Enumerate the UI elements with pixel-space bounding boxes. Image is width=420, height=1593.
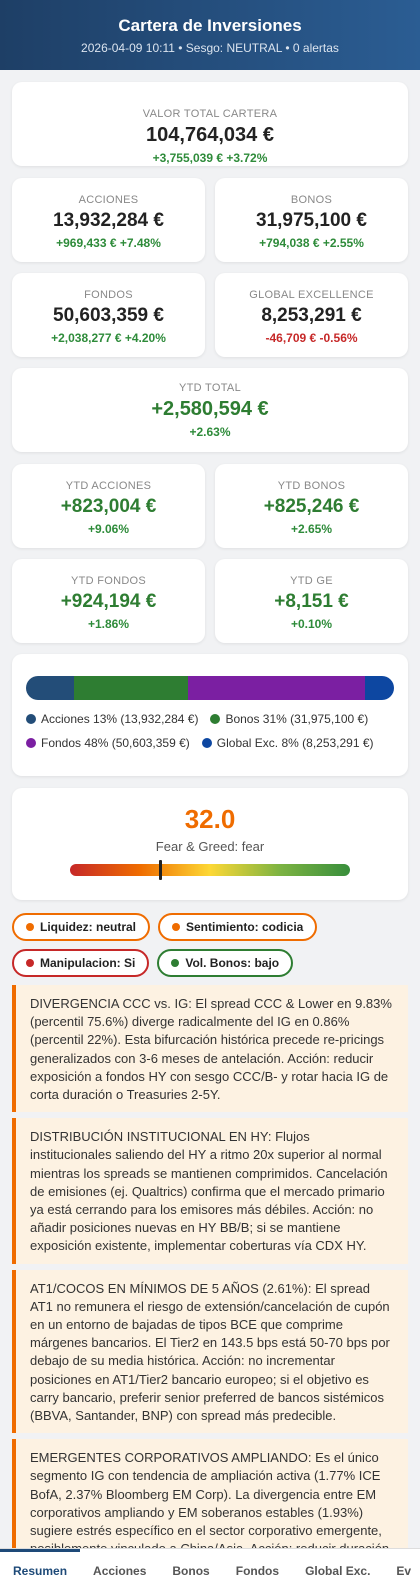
page-subtitle: 2026-04-09 10:11 • Sesgo: NEUTRAL • 0 al…: [81, 41, 339, 55]
allocation-segment-bonds: [73, 676, 188, 700]
fear-greed-label: Fear & Greed: fear: [155, 839, 265, 854]
pill-dot: [171, 959, 180, 967]
total-value-label: VALOR TOTAL CARTERA: [142, 108, 278, 120]
allocation-bar: [26, 676, 394, 700]
legend-dot-funds: [26, 738, 36, 748]
tab-ev[interactable]: Ev: [396, 1563, 412, 1578]
allocation-legend: Acciones 13% (13,932,284 €) Bonos 31% (3…: [26, 707, 394, 755]
ytd-bonds-label: YTD BONOS: [277, 480, 346, 492]
ytd-stocks-card: YTD ACCIONES +823,004 € +9.06%: [12, 464, 205, 548]
tab-resumen[interactable]: Resumen: [0, 1549, 81, 1593]
legend-item-stocks: Acciones 13% (13,932,284 €): [26, 707, 198, 731]
pill-manipulation: Manipulacion: Si: [12, 949, 150, 977]
stocks-label: ACCIONES: [78, 194, 139, 206]
ytd-stocks-value: +823,004 €: [60, 496, 157, 517]
ytd-funds-card: YTD FONDOS +924,194 € +1.86%: [12, 559, 205, 643]
tab-global-exc[interactable]: Global Exc.: [305, 1563, 371, 1578]
bonds-label: BONOS: [290, 194, 333, 206]
pill-label-bond-vol: Vol. Bonos: bajo: [185, 956, 280, 970]
ytd-funds-label: YTD FONDOS: [70, 575, 147, 587]
pill-liquidity: Liquidez: neutral: [12, 913, 150, 941]
total-change: +3,755,039 € +3.72%: [152, 151, 268, 165]
fear-greed-needle: [158, 860, 162, 880]
fear-greed-value: 32.0: [184, 804, 236, 834]
pill-label-manipulation: Manipulacion: Si: [40, 956, 136, 970]
ytd-ge-label: YTD GE: [290, 575, 333, 587]
legend-label-stocks: Acciones 13% (13,932,284 €): [41, 712, 199, 726]
ytd-total-label: YTD TOTAL: [179, 382, 241, 394]
alert-card: DIVERGENCIA CCC vs. IG: El spread CCC & …: [12, 985, 408, 1113]
indicator-pills: Liquidez: neutral Sentimiento: codicia M…: [12, 913, 408, 977]
legend-dot-bonds: [210, 714, 221, 724]
app-header: Cartera de Inversiones 2026-04-09 10:11 …: [0, 0, 420, 70]
stocks-value: 13,932,284 €: [53, 210, 164, 231]
legend-label-bonds: Bonos 31% (31,975,100 €): [225, 712, 369, 726]
ytd-total-value: +2,580,594 €: [151, 398, 269, 420]
main-content: VALOR TOTAL CARTERA 104,764,034 € +3,755…: [0, 70, 420, 1567]
stocks-change: +969,433 € +7.48%: [56, 236, 161, 250]
asset-row-1: ACCIONES 13,932,284 € +969,433 € +7.48% …: [12, 178, 408, 262]
fear-greed-gauge: [70, 860, 350, 880]
bonds-card[interactable]: BONOS 31,975,100 € +794,038 € +2.55%: [215, 178, 408, 262]
total-value-card: VALOR TOTAL CARTERA 104,764,034 € +3,755…: [12, 82, 408, 166]
legend-dot-global: [201, 738, 212, 748]
ytd-ge-change: +0.10%: [290, 617, 333, 631]
ytd-row-1: YTD ACCIONES +823,004 € +9.06% YTD BONOS…: [12, 464, 408, 548]
alert-card: AT1/COCOS EN MÍNIMOS DE 5 AÑOS (2.61%): …: [12, 1269, 408, 1434]
ytd-bonds-change: +2.65%: [290, 522, 333, 536]
pill-bond-vol: Vol. Bonos: bajo: [157, 949, 294, 977]
asset-row-2: FONDOS 50,603,359 € +2,038,277 € +4.20% …: [12, 273, 408, 357]
allocation-card: Acciones 13% (13,932,284 €) Bonos 31% (3…: [12, 654, 408, 776]
ytd-row-2: YTD FONDOS +924,194 € +1.86% YTD GE +8,1…: [12, 559, 408, 643]
global-excellence-card[interactable]: GLOBAL EXCELLENCE 8,253,291 € -46,709 € …: [215, 273, 408, 357]
stocks-card[interactable]: ACCIONES 13,932,284 € +969,433 € +7.48%: [12, 178, 205, 262]
total-value: 104,764,034 €: [146, 124, 274, 146]
legend-item-bonds: Bonos 31% (31,975,100 €): [210, 707, 368, 731]
funds-change: +2,038,277 € +4.20%: [51, 331, 166, 345]
tab-acciones[interactable]: Acciones: [93, 1563, 147, 1578]
ytd-bonds-card: YTD BONOS +825,246 € +2.65%: [215, 464, 408, 548]
global-excellence-change: -46,709 € -0.56%: [265, 331, 358, 345]
pill-label-liquidity: Liquidez: neutral: [40, 920, 136, 934]
funds-card[interactable]: FONDOS 50,603,359 € +2,038,277 € +4.20%: [12, 273, 205, 357]
global-excellence-value: 8,253,291 €: [261, 305, 362, 326]
funds-label: FONDOS: [84, 289, 133, 301]
bottom-tab-bar: Resumen Acciones Bonos Fondos Global Exc…: [0, 1548, 420, 1593]
funds-value: 50,603,359 €: [53, 305, 164, 326]
bonds-change: +794,038 € +2.55%: [259, 236, 364, 250]
allocation-segment-stocks: [26, 676, 74, 700]
ytd-stocks-change: +9.06%: [87, 522, 130, 536]
ytd-bonds-value: +825,246 €: [263, 496, 360, 517]
legend-item-funds: Fondos 48% (50,603,359 €): [26, 731, 190, 755]
ytd-stocks-label: YTD ACCIONES: [65, 480, 152, 492]
ytd-ge-value: +8,151 €: [274, 591, 349, 612]
ytd-total-change: +2.63%: [189, 425, 231, 439]
allocation-segment-global: [364, 676, 394, 700]
pill-dot: [172, 923, 180, 931]
fear-greed-card: 32.0 Fear & Greed: fear: [12, 788, 408, 900]
allocation-segment-funds: [187, 676, 365, 700]
bonds-value: 31,975,100 €: [256, 210, 367, 231]
tab-fondos[interactable]: Fondos: [235, 1563, 280, 1578]
legend-dot-stocks: [26, 714, 36, 724]
legend-label-funds: Fondos 48% (50,603,359 €): [41, 736, 190, 750]
tab-bonos[interactable]: Bonos: [172, 1563, 210, 1578]
pill-label-sentiment: Sentimiento: codicia: [186, 920, 304, 934]
pill-dot: [26, 923, 34, 931]
pill-dot: [26, 959, 34, 967]
ytd-funds-change: +1.86%: [87, 617, 130, 631]
global-excellence-label: GLOBAL EXCELLENCE: [249, 289, 374, 301]
ytd-total-card: YTD TOTAL +2,580,594 € +2.63%: [12, 368, 408, 452]
legend-item-global: Global Exc. 8% (8,253,291 €): [201, 731, 374, 755]
page-title: Cartera de Inversiones: [118, 16, 302, 35]
legend-label-global: Global Exc. 8% (8,253,291 €): [216, 736, 374, 750]
ytd-ge-card: YTD GE +8,151 € +0.10%: [215, 559, 408, 643]
pill-sentiment: Sentimiento: codicia: [158, 913, 318, 941]
alert-card: DISTRIBUCIÓN INSTITUCIONAL EN HY: Flujos…: [12, 1118, 408, 1264]
ytd-funds-value: +924,194 €: [60, 591, 157, 612]
